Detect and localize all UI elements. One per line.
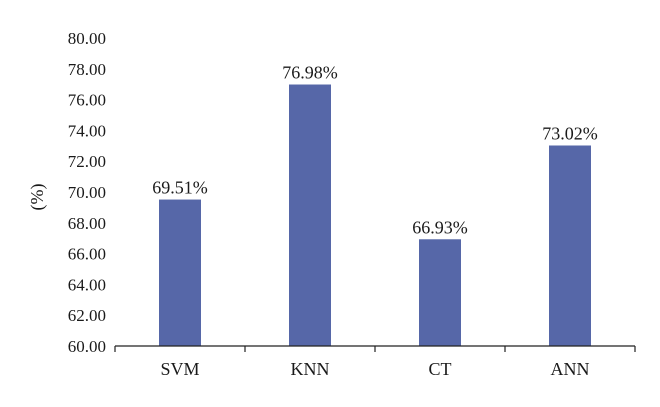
y-tick-label: 72.00 xyxy=(68,152,106,171)
y-axis-tick-labels: 60.00 62.00 64.00 66.00 68.00 70.00 72.00 74.00… xyxy=(68,29,106,356)
bar-ann xyxy=(549,145,591,346)
y-tick-label: 64.00 xyxy=(68,275,106,294)
y-tick-label: 78.00 xyxy=(68,60,106,79)
bar-knn xyxy=(289,84,331,347)
bar-ct xyxy=(419,239,461,346)
bar-svm xyxy=(159,199,201,346)
category-label-svm: SVM xyxy=(160,359,199,379)
data-label-ann: 73.02% xyxy=(542,123,598,143)
data-label-svm: 69.51% xyxy=(152,178,208,198)
y-tick-label: 74.00 xyxy=(68,121,106,140)
y-tick-label: 68.00 xyxy=(68,214,106,233)
x-axis-category-labels: SVM KNN CT ANN xyxy=(160,359,589,379)
data-labels: 69.51% 76.98% 66.93% 73.02% xyxy=(152,63,598,238)
bars xyxy=(159,84,591,347)
y-tick-label: 66.00 xyxy=(68,245,106,264)
y-tick-label: 62.00 xyxy=(68,306,106,325)
y-tick-label: 76.00 xyxy=(68,91,106,110)
y-tick-label: 70.00 xyxy=(68,183,106,202)
y-axis-label: (%) xyxy=(27,184,48,211)
data-label-ct: 66.93% xyxy=(412,217,468,237)
y-tick-label: 60.00 xyxy=(68,337,106,356)
category-label-ct: CT xyxy=(428,359,451,379)
data-label-knn: 76.98% xyxy=(282,63,338,83)
category-label-ann: ANN xyxy=(551,359,590,379)
category-label-knn: KNN xyxy=(291,359,330,379)
y-tick-label: 80.00 xyxy=(68,29,106,48)
x-axis-ticks xyxy=(114,346,636,352)
